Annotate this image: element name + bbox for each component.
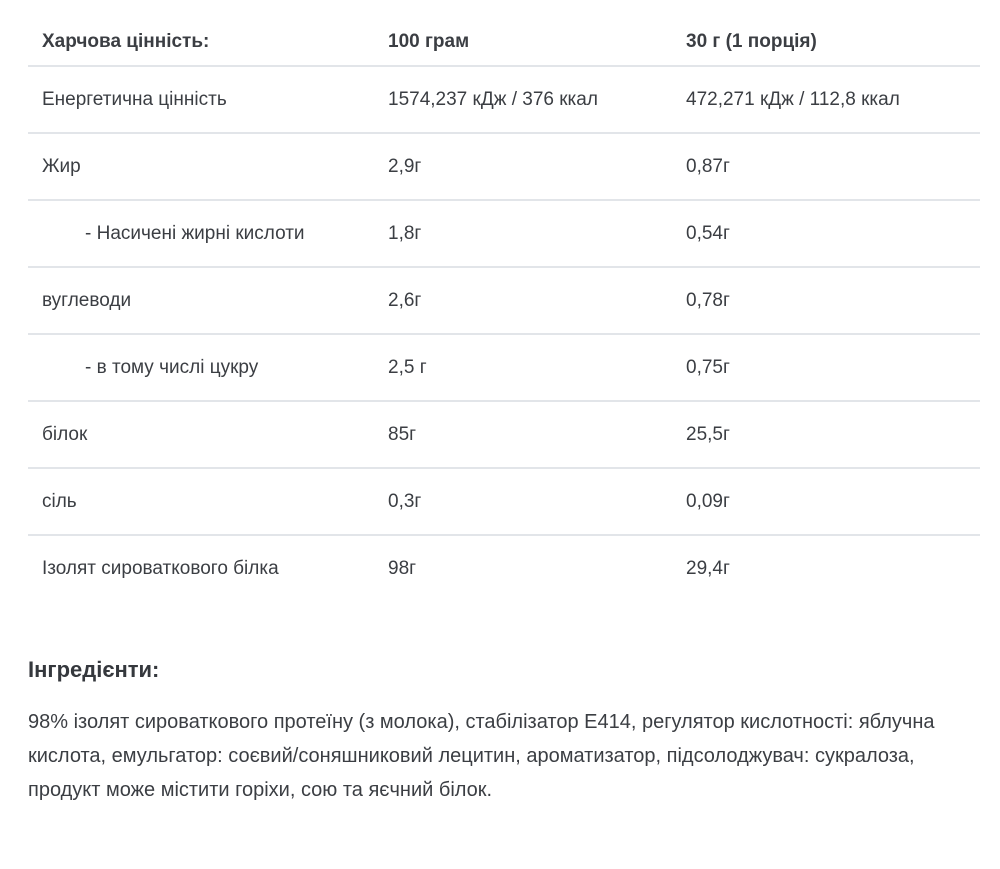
- row-value-100g: 0,3г: [388, 490, 422, 512]
- column-header-per-serving: 30 г (1 порція): [686, 30, 817, 52]
- row-value-100g: 2,5 г: [388, 356, 427, 378]
- row-label: Жир: [42, 155, 81, 177]
- row-value-100g: 2,9г: [388, 155, 422, 177]
- ingredients-heading: Інгредієнти:: [28, 657, 160, 682]
- row-value-30g: 25,5г: [686, 423, 730, 445]
- table-row: Ізолят сироваткового білка 98г 29,4г: [28, 534, 980, 601]
- row-label: - в тому числі цукру: [85, 356, 259, 378]
- column-header-per-100g: 100 грам: [388, 30, 470, 52]
- nutrition-table: Харчова цінність: 100 грам 30 г (1 порці…: [28, 18, 980, 601]
- row-value-30g: 0,09г: [686, 490, 730, 512]
- table-body: Енергетична цінність 1574,237 кДж / 376 …: [28, 65, 980, 601]
- row-value-30g: 29,4г: [686, 557, 730, 579]
- row-value-100g: 85г: [388, 423, 417, 445]
- row-label: Ізолят сироваткового білка: [42, 557, 279, 579]
- row-value-100g: 1574,237 кДж / 376 ккал: [388, 88, 598, 110]
- table-row: - в тому числі цукру 2,5 г 0,75г: [28, 333, 980, 400]
- column-header-nutrition: Харчова цінність:: [42, 30, 210, 52]
- row-label: - Насичені жирні кислоти: [85, 222, 305, 244]
- row-value-30g: 0,54г: [686, 222, 730, 244]
- row-value-30g: 0,75г: [686, 356, 730, 378]
- row-label: Енергетична цінність: [42, 88, 227, 110]
- table-row: Енергетична цінність 1574,237 кДж / 376 …: [28, 65, 980, 132]
- row-value-30g: 472,271 кДж / 112,8 ккал: [686, 88, 900, 110]
- table-row: сіль 0,3г 0,09г: [28, 467, 980, 534]
- ingredients-text: 98% ізолят сироваткового протеїну (з мол…: [28, 711, 935, 801]
- row-value-100g: 98г: [388, 557, 417, 579]
- row-label: білок: [42, 423, 88, 445]
- ingredients-section: Інгредієнти: 98% ізолят сироваткового пр…: [28, 657, 980, 807]
- row-value-30g: 0,78г: [686, 289, 730, 311]
- row-value-100g: 1,8г: [388, 222, 422, 244]
- table-row: Жир 2,9г 0,87г: [28, 132, 980, 199]
- table-row: білок 85г 25,5г: [28, 400, 980, 467]
- row-value-30g: 0,87г: [686, 155, 730, 177]
- row-label: сіль: [42, 490, 77, 512]
- table-header-row: Харчова цінність: 100 грам 30 г (1 порці…: [28, 18, 980, 65]
- row-value-100g: 2,6г: [388, 289, 422, 311]
- table-row: вуглеводи 2,6г 0,78г: [28, 266, 980, 333]
- row-label: вуглеводи: [42, 289, 132, 311]
- table-row: - Насичені жирні кислоти 1,8г 0,54г: [28, 199, 980, 266]
